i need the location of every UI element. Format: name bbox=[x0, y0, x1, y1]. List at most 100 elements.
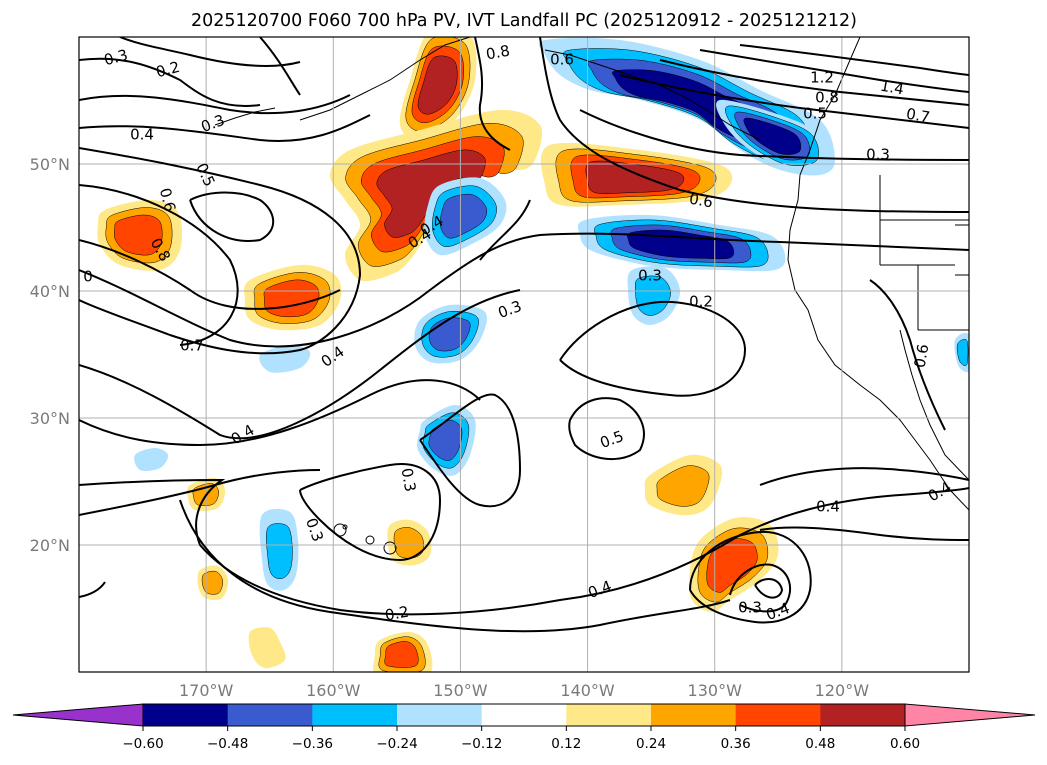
pv-contours bbox=[79, 37, 969, 633]
coastline-segment bbox=[879, 175, 969, 331]
pv-contour bbox=[759, 526, 969, 541]
contour-label: 0.7 bbox=[180, 337, 204, 355]
contour-label: 0.3 bbox=[102, 46, 130, 70]
coastline-segment bbox=[299, 37, 471, 121]
ivt-shade-level bbox=[585, 160, 685, 194]
colorbar-tick-label: 0.36 bbox=[721, 736, 751, 752]
coastline-segment bbox=[899, 329, 969, 481]
map-panel: 0.30.20.30.40.50.60.800.70.40.40.8 0.61.2… bbox=[78, 36, 970, 673]
pv-contour bbox=[729, 563, 792, 613]
longitude-tick-label: 120°W bbox=[815, 681, 870, 700]
colorbar-tick-label: 0.12 bbox=[551, 736, 581, 752]
contour-label: 0.4 bbox=[816, 498, 840, 516]
contour-label: 0.3 bbox=[866, 146, 890, 164]
coastline-segment bbox=[214, 107, 276, 126]
pv-contour bbox=[79, 289, 521, 440]
latitude-tick-label: 50°N bbox=[30, 155, 70, 174]
colorbar-segment bbox=[820, 704, 906, 726]
contour-label: 0.5 bbox=[803, 105, 827, 123]
ivt-blob bbox=[399, 37, 477, 141]
ivt-blob bbox=[577, 214, 786, 272]
contour-label: 0.8 bbox=[815, 89, 839, 107]
contour-label: 1.2 bbox=[810, 69, 834, 87]
colorbar-segment bbox=[481, 704, 567, 726]
pv-contour bbox=[479, 199, 531, 261]
pv-contour bbox=[79, 239, 341, 310]
latitude-tick-label: 40°N bbox=[30, 282, 70, 301]
colorbar-tick-label: 0.24 bbox=[636, 736, 666, 752]
contour-label: 0.6 bbox=[550, 51, 574, 69]
contour-label: 0.3 bbox=[398, 467, 420, 494]
pv-contour bbox=[579, 109, 969, 161]
pv-contour bbox=[179, 499, 731, 633]
colorbar-extend-low bbox=[12, 703, 144, 727]
pv-contour bbox=[79, 147, 362, 355]
ivt-shade-level bbox=[634, 275, 671, 316]
ivt-shade-level bbox=[428, 420, 463, 461]
contour-label: 0.8 bbox=[485, 42, 512, 64]
ivt-shade-level bbox=[417, 55, 458, 115]
colorbar-tick-label: −0.12 bbox=[461, 736, 502, 752]
map-frame bbox=[78, 36, 970, 673]
contour-label: 0.2 bbox=[689, 293, 713, 311]
ivt-blob bbox=[373, 631, 433, 672]
pv-contour bbox=[119, 37, 301, 67]
ivt-shade-level bbox=[259, 344, 311, 373]
ivt-shade-level bbox=[134, 448, 169, 472]
longitude-tick-label: 150°W bbox=[433, 681, 488, 700]
ivt-shade-level bbox=[439, 193, 487, 239]
colorbar-segment bbox=[143, 704, 229, 726]
pv-contour bbox=[869, 279, 946, 431]
coastline-segment bbox=[787, 37, 969, 511]
ivt-shade-level bbox=[201, 570, 224, 595]
longitude-tick-label: 140°W bbox=[560, 681, 615, 700]
colorbar-extend-high bbox=[904, 703, 1036, 727]
ivt-blob bbox=[387, 519, 432, 566]
colorbar-tick-label: −0.24 bbox=[376, 736, 417, 752]
pv-contour bbox=[739, 44, 969, 76]
ivt-blob bbox=[627, 266, 681, 325]
contour-label: 0.6 bbox=[156, 186, 180, 214]
colorbar-segment bbox=[735, 704, 821, 726]
ivt-blob bbox=[134, 448, 169, 472]
pv-contour bbox=[79, 581, 106, 598]
pv-contour bbox=[759, 467, 969, 486]
ivt-shade-level bbox=[248, 627, 286, 669]
pv-contour bbox=[568, 397, 645, 461]
ivt-shade-level bbox=[956, 339, 969, 366]
ivt-shade-level bbox=[384, 641, 419, 668]
ivt-blob bbox=[197, 565, 229, 600]
pv-contour bbox=[259, 37, 301, 96]
contour-label: 0.3 bbox=[638, 267, 662, 285]
chart-title: 2025120700 F060 700 hPa PV, IVT Landfall… bbox=[191, 11, 857, 31]
pv-contour bbox=[754, 578, 784, 599]
pv-contour bbox=[79, 232, 969, 348]
ivt-shade-level bbox=[393, 527, 424, 559]
colorbar-tick-label: 0.48 bbox=[805, 736, 835, 752]
ivt-blob bbox=[244, 264, 342, 331]
colorbar-segment bbox=[566, 704, 652, 726]
latitude-tick-label: 30°N bbox=[30, 409, 70, 428]
pv-contour bbox=[659, 59, 969, 106]
ivt-shade-level bbox=[627, 229, 734, 260]
ivt-blob bbox=[259, 344, 311, 373]
latitude-axis: 20°N 30°N 40°N 50°N bbox=[30, 155, 70, 555]
ivt-blob bbox=[954, 332, 969, 373]
contour-label: 0.6 bbox=[688, 190, 715, 212]
ivt-shade-level bbox=[266, 523, 293, 579]
pv-contour bbox=[539, 37, 969, 213]
colorbar-tick-label: 0.60 bbox=[890, 736, 920, 752]
island bbox=[383, 541, 397, 555]
pv-contour bbox=[699, 49, 969, 93]
pv-contour bbox=[79, 57, 261, 107]
pv-contour bbox=[299, 463, 442, 562]
ivt-shade-level bbox=[743, 117, 802, 155]
longitude-tick-label: 160°W bbox=[306, 681, 361, 700]
colorbar-segment bbox=[651, 704, 737, 726]
island bbox=[342, 524, 348, 530]
colorbar-segment bbox=[227, 704, 313, 726]
latitude-tick-label: 20°N bbox=[30, 536, 70, 555]
pv-contour bbox=[559, 300, 747, 397]
colorbar-segment bbox=[312, 704, 398, 726]
